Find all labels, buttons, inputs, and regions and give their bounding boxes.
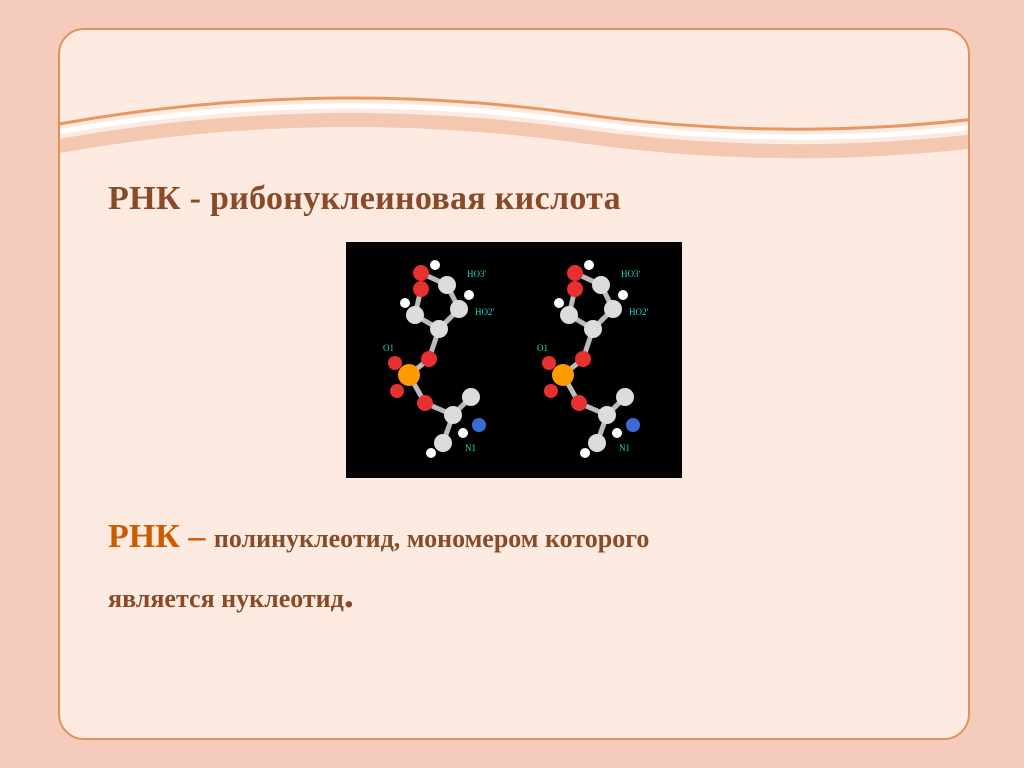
subtitle-line1: полинуклеотид, мономером которого xyxy=(214,524,649,553)
svg-text:HO3': HO3' xyxy=(621,269,640,279)
molecule-right: HO3' HO2' O1 N1 xyxy=(531,255,651,465)
title: РНК - рибонуклеиновая кислота xyxy=(108,180,920,218)
content-area: РНК - рибонуклеиновая кислота xyxy=(60,30,968,614)
title-rest: рибонуклеиновая кислота xyxy=(210,180,621,217)
subtitle: РНК – полинуклеотид, мономером которого … xyxy=(108,518,920,614)
svg-text:HO2': HO2' xyxy=(475,307,494,317)
slide-frame: РНК - рибонуклеиновая кислота xyxy=(58,28,970,740)
svg-text:O1: O1 xyxy=(383,343,394,353)
svg-text:N1: N1 xyxy=(465,443,476,453)
svg-text:O1: O1 xyxy=(537,343,548,353)
svg-text:N1: N1 xyxy=(619,443,630,453)
svg-text:HO3': HO3' xyxy=(467,269,486,279)
subtitle-prefix: РНК – xyxy=(108,518,214,555)
title-prefix: РНК - xyxy=(108,180,210,217)
subtitle-line2-text: является нуклеотид xyxy=(108,584,344,613)
subtitle-line2: является нуклеотид. xyxy=(108,584,920,614)
molecule-image: HO3' HO2' O1 N1 xyxy=(346,242,682,478)
svg-text:HO2': HO2' xyxy=(629,307,648,317)
subtitle-period: . xyxy=(344,571,354,616)
molecule-left: HO3' HO2' O1 N1 xyxy=(377,255,497,465)
